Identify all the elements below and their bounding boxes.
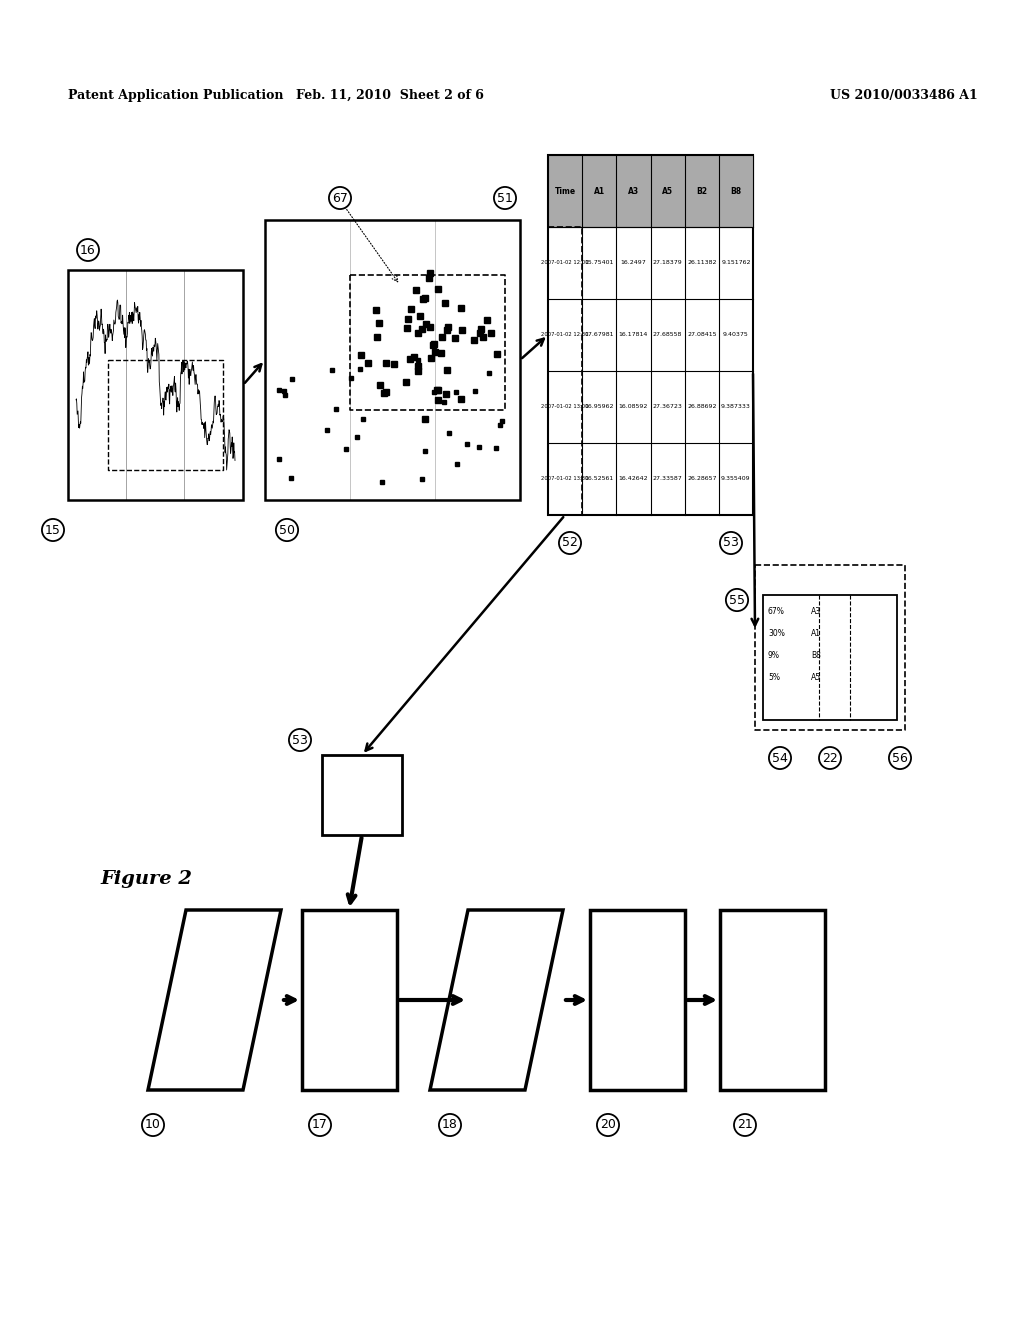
Text: 67%: 67% (768, 607, 784, 616)
Bar (720, 909, 825, 1090)
Bar (322, 755, 402, 836)
Text: 67: 67 (332, 191, 348, 205)
Polygon shape (430, 909, 563, 1090)
Text: 53: 53 (292, 734, 308, 747)
Text: A1: A1 (811, 630, 821, 638)
Text: A1: A1 (594, 186, 605, 195)
Text: 20: 20 (600, 1118, 616, 1131)
Text: 26.11382: 26.11382 (687, 260, 717, 265)
Bar (68, 271, 243, 500)
Bar (265, 220, 520, 500)
Text: B8: B8 (811, 651, 821, 660)
Text: 27.18379: 27.18379 (652, 260, 682, 265)
Text: B2: B2 (696, 186, 708, 195)
Text: 17.67981: 17.67981 (585, 333, 614, 338)
Text: A5: A5 (811, 673, 821, 682)
Text: 16.95962: 16.95962 (585, 404, 614, 409)
Text: 55: 55 (729, 594, 745, 606)
Polygon shape (148, 909, 281, 1090)
Text: 30%: 30% (768, 630, 784, 638)
Text: Patent Application Publication: Patent Application Publication (68, 88, 284, 102)
Text: 26.88692: 26.88692 (687, 404, 717, 409)
Text: A5: A5 (663, 186, 673, 195)
Text: 16.52561: 16.52561 (585, 477, 613, 482)
Text: 53: 53 (723, 536, 739, 549)
Text: 9.387333: 9.387333 (721, 404, 751, 409)
Text: 9.151762: 9.151762 (721, 260, 751, 265)
Bar (302, 909, 397, 1090)
Text: 15: 15 (45, 524, 61, 536)
Text: 16.2497: 16.2497 (621, 260, 646, 265)
Text: 54: 54 (772, 751, 787, 764)
Text: 52: 52 (562, 536, 578, 549)
Bar (548, 154, 753, 515)
Bar (590, 909, 685, 1090)
Text: A3: A3 (811, 607, 821, 616)
Text: 22: 22 (822, 751, 838, 764)
Text: 27.36723: 27.36723 (652, 404, 683, 409)
Text: 16: 16 (80, 243, 96, 256)
Text: 15.75401: 15.75401 (585, 260, 614, 265)
Text: 2007-01-02 13:30: 2007-01-02 13:30 (542, 477, 589, 482)
Text: 16.08592: 16.08592 (618, 404, 648, 409)
Bar (548, 154, 753, 227)
Text: US 2010/0033486 A1: US 2010/0033486 A1 (830, 88, 978, 102)
Text: 50: 50 (279, 524, 295, 536)
Text: 26.28657: 26.28657 (687, 477, 717, 482)
Text: 27.68558: 27.68558 (653, 333, 682, 338)
Text: 2007-01-02 12:30: 2007-01-02 12:30 (542, 333, 589, 338)
Text: 18: 18 (442, 1118, 458, 1131)
Text: 27.08415: 27.08415 (687, 333, 717, 338)
Text: 2007-01-02 13:00: 2007-01-02 13:00 (542, 404, 589, 409)
Text: 9.355409: 9.355409 (721, 477, 751, 482)
Text: A3: A3 (628, 186, 639, 195)
Text: Figure 2: Figure 2 (100, 870, 193, 888)
Text: B8: B8 (730, 186, 741, 195)
Text: Time: Time (555, 186, 575, 195)
Text: Feb. 11, 2010  Sheet 2 of 6: Feb. 11, 2010 Sheet 2 of 6 (296, 88, 484, 102)
Text: 21: 21 (737, 1118, 753, 1131)
Text: 27.33587: 27.33587 (652, 477, 682, 482)
Text: 56: 56 (892, 751, 908, 764)
Text: 9.40375: 9.40375 (723, 333, 749, 338)
Bar (763, 595, 897, 719)
Text: 9%: 9% (768, 651, 780, 660)
Text: 5%: 5% (768, 673, 780, 682)
Text: 16.42642: 16.42642 (618, 477, 648, 482)
Text: 17: 17 (312, 1118, 328, 1131)
Text: 51: 51 (497, 191, 513, 205)
Text: 10: 10 (145, 1118, 161, 1131)
Text: 2007-01-02 12:00: 2007-01-02 12:00 (542, 260, 589, 265)
Text: 16.17814: 16.17814 (618, 333, 648, 338)
